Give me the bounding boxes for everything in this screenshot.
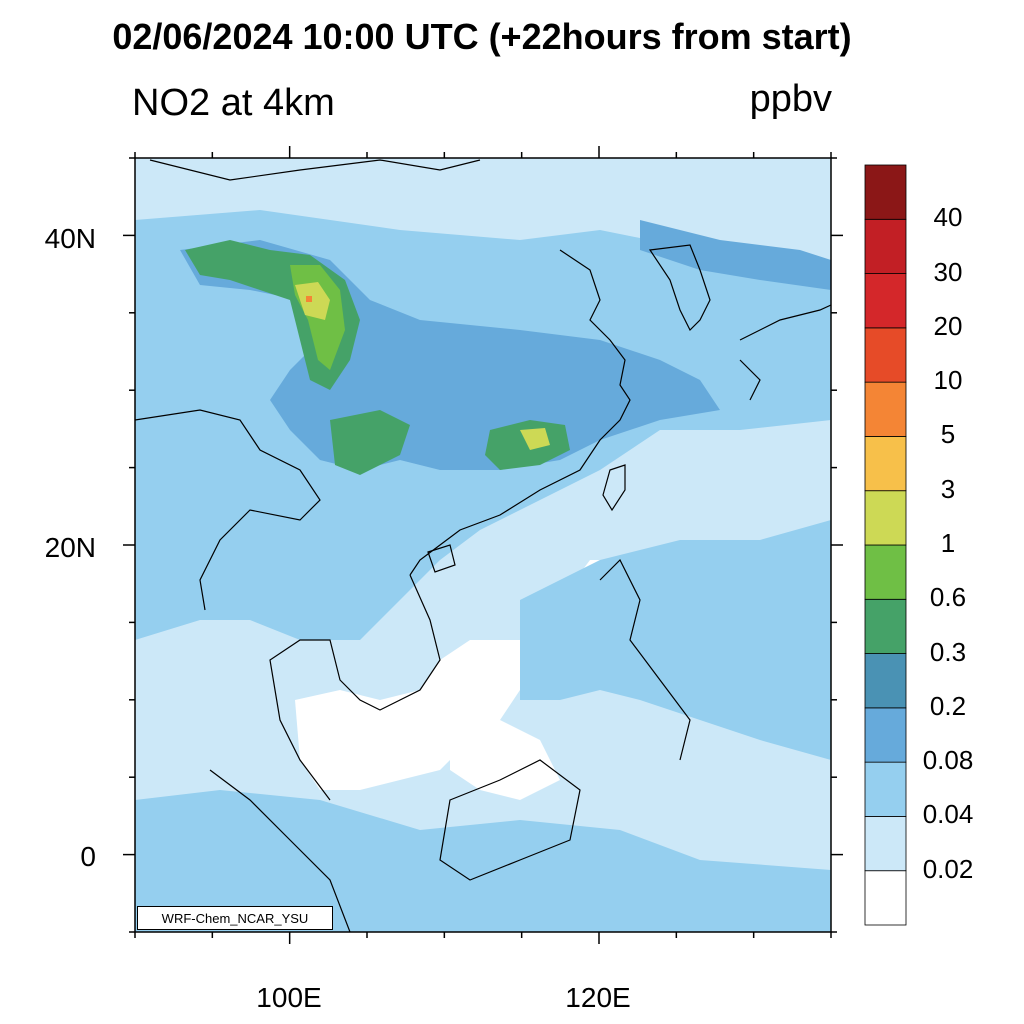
units-label: ppbv <box>749 78 832 120</box>
colorbar-swatch <box>864 218 907 274</box>
indochina <box>269 574 441 801</box>
sumatra <box>209 769 351 932</box>
colorbar-level-label: 0.04 <box>922 799 974 830</box>
transport-band-east <box>520 520 831 760</box>
colorbar-level-label: 1 <box>940 528 956 558</box>
colorbar-level-label: 40 <box>933 202 963 233</box>
colorbar <box>864 164 907 926</box>
lat-label-0: 0 <box>80 841 96 872</box>
colorbar-swatch <box>864 707 907 763</box>
colorbar-swatch <box>864 327 907 383</box>
lon-label-120e: 120E <box>565 982 631 1013</box>
clean-region-south-china-sea <box>295 560 610 790</box>
borneo <box>439 759 581 881</box>
colorbar-level-label: 0.02 <box>922 853 974 884</box>
colorbar-level-label: 0.2 <box>929 690 967 721</box>
no2-field <box>135 158 831 932</box>
plume-green-central <box>330 410 410 475</box>
coastlines <box>135 159 831 932</box>
colorbar-swatch <box>864 816 907 872</box>
variable-label: NO2 at 4km <box>132 82 335 124</box>
china-borders <box>135 409 321 611</box>
china-coast <box>409 249 631 576</box>
colorbar-swatch <box>864 381 907 437</box>
clean-region-borneo-north <box>450 720 560 800</box>
colorbar-level-label: 0.3 <box>929 636 967 667</box>
lon-label-100e: 100E <box>256 982 322 1013</box>
philippines <box>599 558 691 761</box>
taiwan <box>602 464 626 512</box>
japan <box>739 304 831 401</box>
hotspot <box>306 296 312 302</box>
colorbar-swatch <box>864 761 907 817</box>
plume-yellow-east <box>520 428 550 450</box>
mongolia-border <box>149 159 481 181</box>
colorbar-swatch <box>864 653 907 709</box>
colorbar-swatch <box>864 273 907 329</box>
colorbar-level-label: 0.08 <box>922 745 974 776</box>
colorbar-swatch <box>864 598 907 654</box>
colorbar-level-label: 10 <box>933 365 963 396</box>
colorbar-level-label: 5 <box>940 419 956 450</box>
colorbar-swatch <box>864 870 907 926</box>
plume-core-north <box>640 220 831 290</box>
colorbar-swatch <box>864 436 907 492</box>
colorbar-swatch <box>864 164 907 220</box>
axis-ticks <box>123 146 843 944</box>
lat-label-20n: 20N <box>44 532 96 563</box>
colorbar-swatch <box>864 544 907 600</box>
colorbar-level-label: 3 <box>940 473 956 504</box>
model-credit: WRF-Chem_NCAR_YSU <box>137 906 333 930</box>
map-title: 02/06/2024 10:00 UTC (+22hours from star… <box>112 16 852 57</box>
transport-band-south <box>135 790 831 932</box>
hainan <box>427 544 456 573</box>
colorbar-level-label: 30 <box>933 256 963 287</box>
colorbar-swatch <box>864 490 907 546</box>
colorbar-level-label: 20 <box>933 310 963 341</box>
korea <box>648 244 711 332</box>
colorbar-level-label: 0.6 <box>929 582 967 613</box>
lat-label-40n: 40N <box>44 223 96 254</box>
plume-yellow <box>295 282 330 320</box>
